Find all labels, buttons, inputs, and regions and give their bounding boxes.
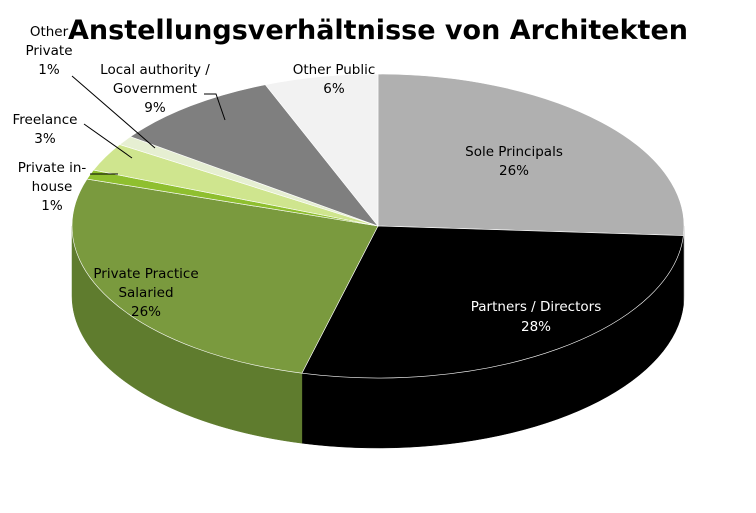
pie-slice-1 bbox=[301, 225, 684, 379]
slice-label-1: Partners / Directors bbox=[471, 299, 602, 315]
slice-label-7: Other Public bbox=[293, 62, 376, 78]
leader-line-5 bbox=[71, 75, 156, 149]
slice-value-label-5: 1% bbox=[38, 62, 60, 78]
slice-label-2: Private Practice bbox=[93, 266, 198, 282]
leader-line-4 bbox=[83, 123, 133, 159]
pie-slice-7 bbox=[264, 73, 379, 227]
pie-slice-6 bbox=[129, 84, 379, 227]
pie-labels: Sole Principals 26% Partners / Directors 28… bbox=[13, 24, 602, 335]
pie-slice-0 bbox=[377, 73, 685, 236]
slice-label-0: Sole Principals bbox=[465, 144, 563, 160]
leader-line-6 bbox=[204, 93, 226, 121]
slice-value-label-4: 3% bbox=[34, 131, 56, 147]
slice-label-2: Salaried bbox=[118, 285, 173, 301]
slice-label-4: Freelance bbox=[13, 112, 78, 128]
slice-value-label-3: 1% bbox=[41, 198, 63, 214]
slice-value-label-1: 28% bbox=[521, 319, 551, 335]
slice-label-5: Other bbox=[30, 24, 69, 40]
pie-tops bbox=[71, 73, 685, 379]
slice-label-5: Private bbox=[25, 43, 72, 59]
pie-slice-2 bbox=[71, 178, 379, 374]
slice-value-label-6: 9% bbox=[144, 100, 166, 116]
slice-label-3: house bbox=[32, 179, 73, 195]
slice-value-label-0: 26% bbox=[499, 163, 529, 179]
slice-label-6: Local authority / bbox=[100, 62, 210, 78]
slice-label-6: Government bbox=[113, 81, 197, 97]
chart-title: Anstellungsverhältnisse von Architekten bbox=[68, 15, 688, 46]
slice-label-3: Private in- bbox=[18, 160, 87, 176]
slice-value-label-2: 26% bbox=[131, 304, 161, 320]
slice-value-label-7: 6% bbox=[323, 81, 345, 97]
